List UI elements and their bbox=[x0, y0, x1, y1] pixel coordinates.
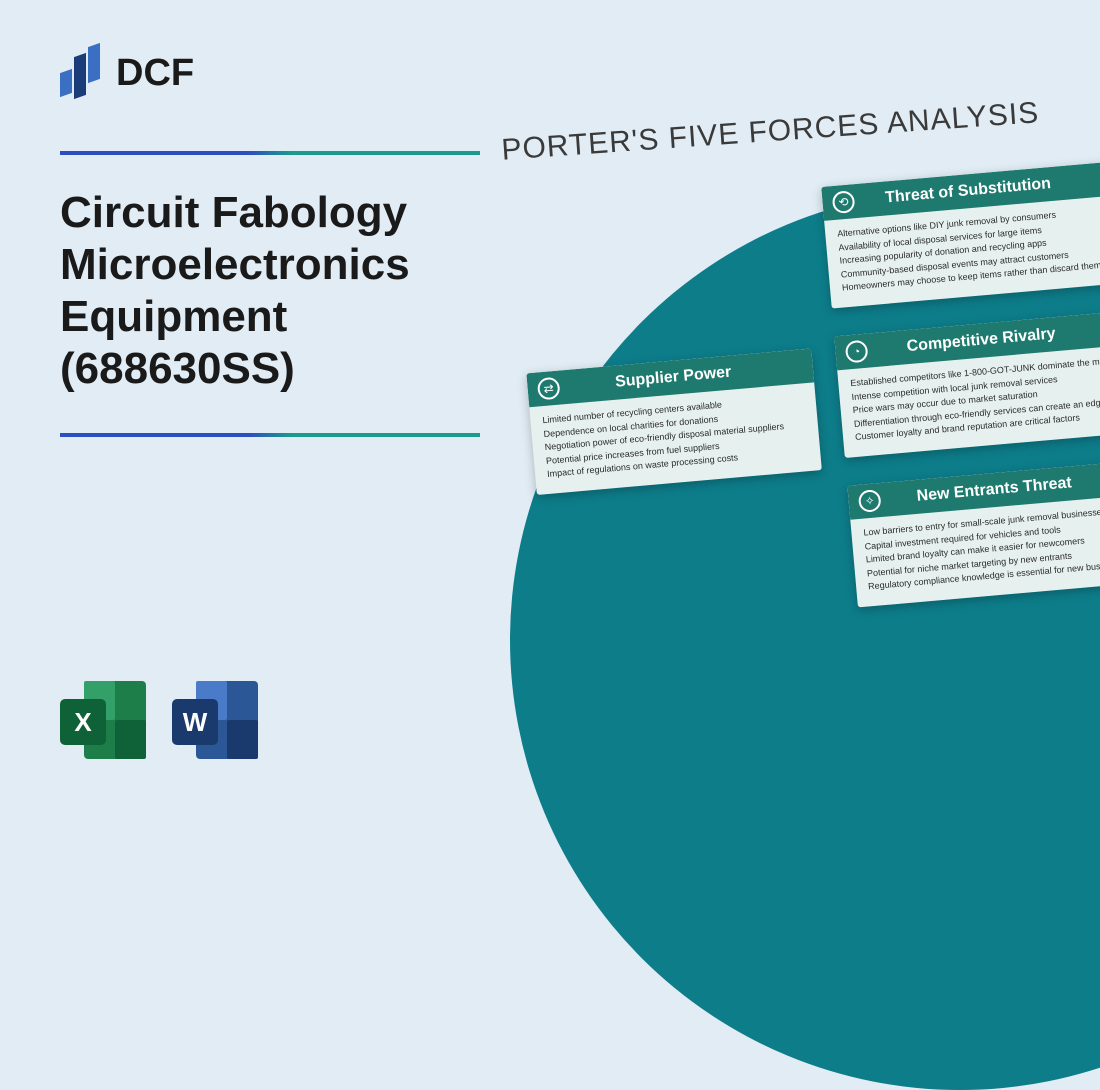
divider-bottom bbox=[60, 433, 480, 437]
excel-file-icon[interactable]: X bbox=[60, 681, 146, 767]
substitution-icon: ⟲ bbox=[832, 190, 856, 214]
supplier-icon: ⇄ bbox=[537, 377, 561, 401]
card-threat-substitution: ⟲ Threat of Substitution Alternative opt… bbox=[821, 162, 1100, 308]
analysis-title: PORTER'S FIVE FORCES ANALYSIS bbox=[501, 96, 1041, 167]
excel-badge: X bbox=[60, 699, 106, 745]
rivalry-icon: ◔ bbox=[845, 340, 869, 364]
card-new-entrants: ✧ New Entrants Threat Low barriers to en… bbox=[847, 461, 1100, 607]
card-supplier-power: ⇄ Supplier Power Limited number of recyc… bbox=[526, 349, 822, 495]
card-competitive-rivalry: ◔ Competitive Rivalry Established compet… bbox=[834, 312, 1100, 458]
page-title: Circuit Fabology Microelectronics Equipm… bbox=[60, 187, 490, 395]
divider-top bbox=[60, 151, 480, 155]
logo-bars-icon bbox=[60, 45, 102, 101]
entrants-icon: ✧ bbox=[858, 489, 882, 513]
forces-cards: ⟲ Threat of Substitution Alternative opt… bbox=[492, 160, 1100, 774]
dcf-logo: DCF bbox=[60, 45, 490, 101]
word-file-icon[interactable]: W bbox=[172, 681, 258, 767]
logo-text: DCF bbox=[116, 52, 194, 95]
word-badge: W bbox=[172, 699, 218, 745]
